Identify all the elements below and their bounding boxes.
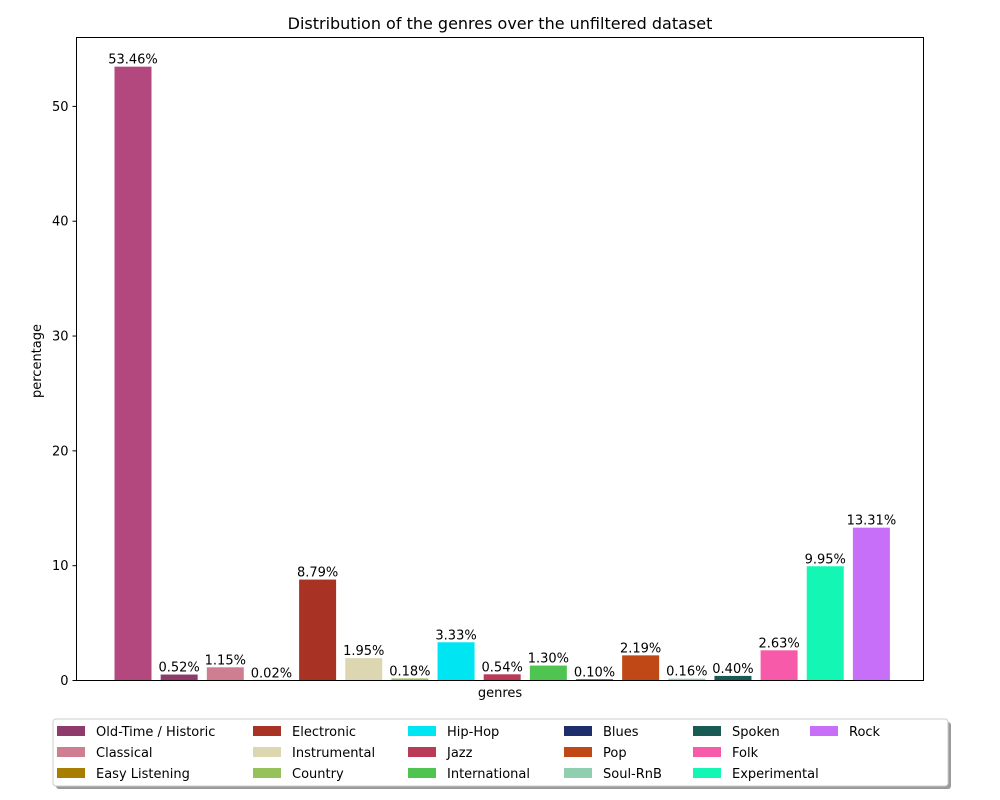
y-tick-label: 30 [52,330,69,345]
legend-items: Old-Time / Historic Classical Easy Listeni… [57,725,881,782]
x-axis-label: genres [478,686,523,701]
legend-swatch [564,768,592,778]
y-axis-label: percentage [30,324,45,398]
legend-entry-label: Easy Listening [96,767,190,782]
bar [114,66,152,681]
bar [160,674,198,681]
bar-data-label: 0.54% [482,660,523,675]
legend-swatch [693,768,721,778]
legend-entry-label: Jazz [446,746,473,761]
y-tick-label: 20 [52,444,69,459]
legend-entry-label: International [447,767,530,782]
bar [483,674,521,681]
y-axis-ticks: 0 10 20 30 40 50 [52,100,77,689]
legend-entry-label: Spoken [732,725,780,740]
bar-data-label: 0.16% [666,665,707,680]
bar-data-label: 0.40% [712,662,753,677]
bar [576,679,613,681]
bar [622,655,660,681]
legend-entry-label: Instrumental [292,746,375,761]
bar-data-label: 1.15% [205,653,246,668]
bar-data-label: 1.95% [343,644,384,659]
bar [806,566,844,681]
bars-group [114,66,890,681]
bar [760,650,798,681]
legend-entry-label: Country [292,767,344,782]
bar-data-label: 9.95% [805,552,846,567]
bar-data-label: 8.79% [297,566,338,581]
bar [529,665,567,681]
legend-swatch [57,768,85,778]
legend-swatch [57,747,85,757]
y-tick-label: 50 [52,100,69,115]
legend-swatch [253,747,281,757]
legend-entry-label: Pop [603,746,627,761]
bar-data-label: 2.63% [758,636,799,651]
legend-swatch [810,726,838,736]
legend-entry-label: Experimental [732,767,819,782]
y-tick-label: 40 [52,215,69,230]
legend-swatch [57,726,85,736]
y-tick-label: 0 [60,674,68,689]
bar-data-label: 1.30% [528,652,569,667]
bar-data-label: 0.18% [389,664,430,679]
bar [345,658,383,681]
legend-swatch [693,747,721,757]
legend-swatch [408,726,436,736]
bar-data-label: 3.33% [435,628,476,643]
legend-entry-label: Classical [96,746,153,761]
legend-entry-label: Hip-Hop [447,725,499,740]
bar-data-label: 0.52% [158,661,199,676]
chart-title: Distribution of the genres over the unfi… [288,14,713,33]
legend-swatch [253,726,281,736]
data-labels-group: 53.46% 0.52% 1.15% 0.02% 8.79% 1.95% 0.18% 3.33… [108,53,896,682]
bar [391,678,429,681]
legend-swatch [253,768,281,778]
bar [437,642,475,681]
legend-swatch [408,768,436,778]
bar-data-label: 53.46% [108,53,158,68]
legend-swatch [408,747,436,757]
y-tick-label: 10 [52,559,69,574]
bar [852,527,890,681]
legend-swatch [693,726,721,736]
legend-swatch [564,726,592,736]
legend-entry-label: Folk [732,746,759,761]
bar [668,678,706,681]
bar [714,675,752,681]
legend-entry-label: Blues [603,725,639,740]
legend-entry-label: Soul-RnB [603,767,662,782]
legend-entry-label: Old-Time / Historic [96,725,215,740]
plot-frame [76,37,924,681]
bar [299,579,337,681]
bar-data-label: 2.19% [620,641,661,656]
legend-swatch [564,747,592,757]
legend: Old-Time / Historic Classical Easy Listeni… [52,718,951,789]
bar [206,667,244,681]
legend-entry-label: Rock [849,725,881,740]
bar-data-label: 0.02% [251,666,292,681]
legend-entry-label: Electronic [292,725,356,740]
bar-data-label: 13.31% [847,514,897,529]
bar-data-label: 0.10% [574,665,615,680]
